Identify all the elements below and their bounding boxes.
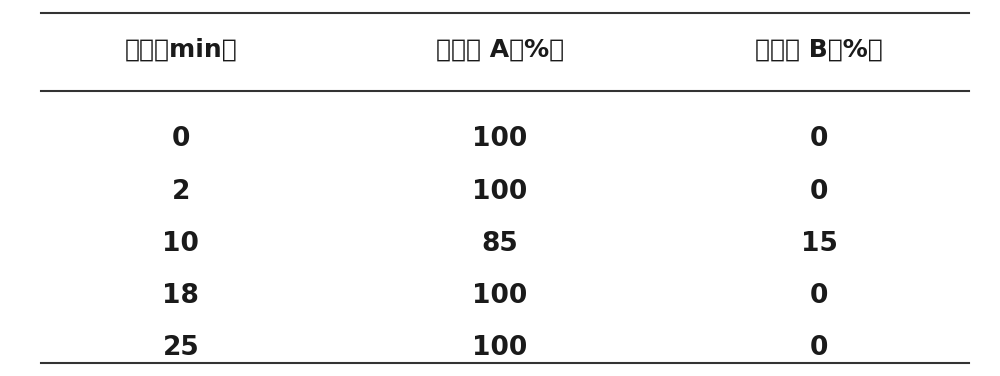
Text: 0: 0: [810, 335, 828, 361]
Text: 18: 18: [162, 283, 199, 309]
Text: 0: 0: [810, 126, 828, 153]
Text: 25: 25: [163, 335, 199, 361]
Text: 100: 100: [472, 335, 528, 361]
Text: 时间（min）: 时间（min）: [125, 38, 237, 62]
Text: 0: 0: [810, 179, 828, 205]
Text: 85: 85: [482, 231, 518, 257]
Text: 100: 100: [472, 126, 528, 153]
Text: 100: 100: [472, 179, 528, 205]
Text: 10: 10: [162, 231, 199, 257]
Text: 0: 0: [172, 126, 190, 153]
Text: 流动相 B（%）: 流动相 B（%）: [755, 38, 883, 62]
Text: 15: 15: [801, 231, 838, 257]
Text: 流动相 A（%）: 流动相 A（%）: [436, 38, 564, 62]
Text: 2: 2: [172, 179, 190, 205]
Text: 0: 0: [810, 283, 828, 309]
Text: 100: 100: [472, 283, 528, 309]
